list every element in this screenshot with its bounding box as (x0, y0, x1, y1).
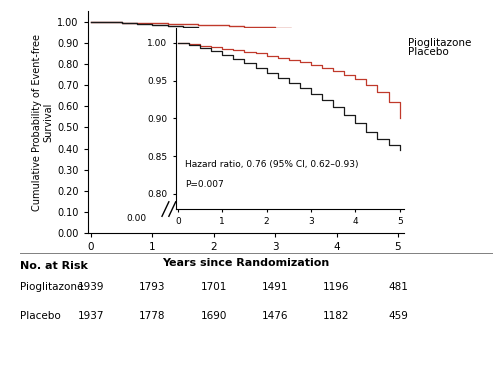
Text: 459: 459 (387, 311, 407, 322)
Text: 1690: 1690 (200, 311, 226, 322)
Text: 1701: 1701 (200, 282, 226, 292)
Text: 1476: 1476 (262, 311, 288, 322)
Text: Placebo: Placebo (407, 47, 447, 57)
Y-axis label: Cumulative Probability of Event-free
Survival: Cumulative Probability of Event-free Sur… (32, 34, 53, 211)
Text: Placebo: Placebo (20, 311, 61, 322)
Text: P=0.007: P=0.007 (184, 180, 223, 189)
X-axis label: Years since Randomization: Years since Randomization (162, 258, 329, 268)
Text: 1778: 1778 (139, 311, 165, 322)
Text: 1196: 1196 (323, 282, 349, 292)
Text: 1182: 1182 (323, 311, 349, 322)
Text: 1937: 1937 (78, 311, 104, 322)
Text: Pioglitazone: Pioglitazone (20, 282, 83, 292)
Text: 0.00: 0.00 (126, 213, 146, 223)
Text: 1793: 1793 (139, 282, 165, 292)
Text: 1939: 1939 (78, 282, 104, 292)
Text: No. at Risk: No. at Risk (20, 261, 88, 271)
Text: Pioglitazone: Pioglitazone (407, 38, 470, 48)
Text: 1491: 1491 (262, 282, 288, 292)
Text: Hazard ratio, 0.76 (95% CI, 0.62–0.93): Hazard ratio, 0.76 (95% CI, 0.62–0.93) (184, 160, 358, 169)
Text: 481: 481 (387, 282, 407, 292)
